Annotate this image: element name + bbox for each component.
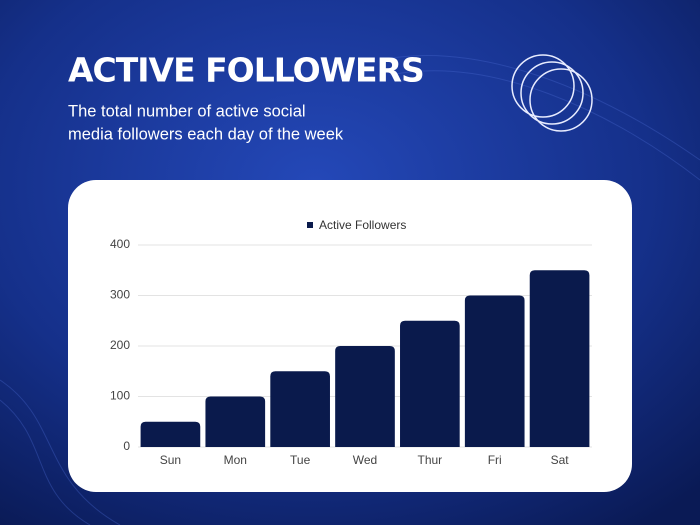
bar — [400, 320, 460, 447]
bar — [205, 396, 266, 447]
x-tick-label: Wed — [353, 453, 377, 467]
bar — [140, 421, 201, 447]
y-tick-label: 300 — [110, 288, 130, 302]
x-tick-label: Sun — [160, 453, 181, 467]
subtitle: The total number of active social — [68, 102, 306, 120]
subtitle: media followers each day of the week — [68, 125, 344, 143]
bar — [270, 371, 330, 447]
bar — [335, 346, 395, 447]
x-tick-label: Thur — [418, 453, 443, 467]
x-tick-label: Fri — [488, 453, 502, 467]
decor-circles — [511, 54, 593, 132]
legend-marker — [307, 222, 313, 228]
bar — [529, 270, 590, 447]
y-tick-label: 0 — [123, 439, 130, 453]
x-tick-label: Mon — [224, 453, 247, 467]
y-tick-label: 400 — [110, 237, 130, 251]
plot: 0 100 200 300 400 Active Followers Sun Mon Tue We… — [110, 218, 592, 467]
x-tick-label: Sat — [551, 453, 570, 467]
chart-title: ACTIVE FOLLOWERS — [68, 51, 424, 90]
y-tick-label: 200 — [110, 338, 130, 352]
legend-label: Active Followers — [319, 218, 406, 232]
bar — [464, 295, 525, 447]
x-tick-label: Tue — [290, 453, 311, 467]
y-tick-label: 100 — [110, 389, 130, 403]
